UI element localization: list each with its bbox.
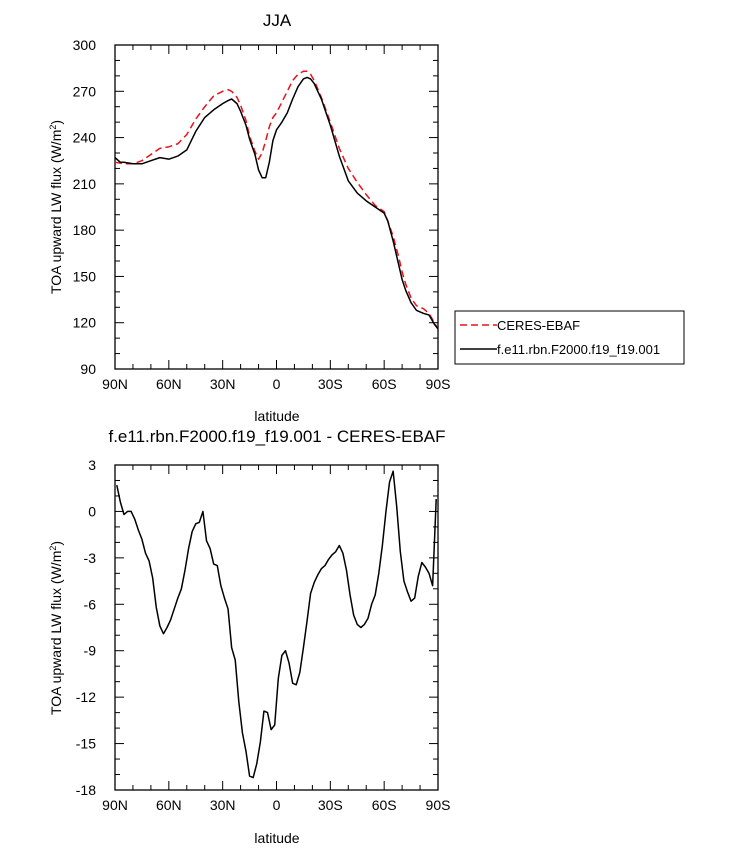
series-line-ceres-ebaf [114,70,439,330]
bottom-x-axis-title: latitude [254,830,299,846]
x-tick-label: 30N [210,376,236,392]
x-tick-label: 90S [426,797,451,813]
y-tick-label: -15 [76,736,96,752]
legend: CERES-EBAF f.e11.rbn.F2000.f19_f19.001 [454,310,685,365]
x-tick-label: 0 [273,797,281,813]
y-tick-label: -18 [76,782,96,798]
bottom-y-axis-title-sup: 2 [48,546,58,551]
bottom-y-tick-labels: -18 -15 -12 -9 -6 -3 0 3 [76,457,96,798]
bottom-plot-frame [114,464,439,791]
x-tick-label: 60N [156,797,182,813]
bottom-y-axis-title: TOA upward LW flux (W/m2) [48,541,64,715]
y-tick-label: 300 [73,37,97,53]
top-y-axis-title-main: TOA upward LW flux (W/m [48,130,64,294]
y-tick-label: 270 [73,83,97,99]
top-chart-title: JJA [263,11,292,30]
legend-box [454,310,685,365]
y-tick-label: 3 [88,457,96,473]
bottom-chart-title: f.e11.rbn.F2000.f19_f19.001 - CERES-EBAF [108,427,445,446]
legend-label-ceres: CERES-EBAF [497,318,580,333]
y-tick-label: -9 [84,643,97,659]
y-tick-label: 240 [73,130,97,146]
x-tick-label: 60S [372,797,397,813]
x-tick-label: 30S [318,376,343,392]
top-x-axis-title: latitude [254,408,299,424]
bottom-x-tick-labels: 90N 60N 30N 0 30S 60S 90S [102,797,450,813]
bottom-y-axis-title-end: ) [48,541,64,546]
x-tick-label: 90N [102,797,128,813]
y-tick-label: 210 [73,176,97,192]
top-chart-panel: JJA 90N 60N 30N 0 30S 60S 90S 90 120 150 180 210 24… [48,11,685,424]
top-y-axis-title: TOA upward LW flux (W/m2) [48,120,64,294]
top-x-tick-labels: 90N 60N 30N 0 30S 60S 90S [102,376,450,392]
x-tick-label: 30N [210,797,236,813]
y-tick-label: -12 [76,689,96,705]
y-tick-label: 0 [88,503,96,519]
y-tick-label: 90 [80,361,96,377]
bottom-chart-panel: f.e11.rbn.F2000.f19_f19.001 - CERES-EBAF… [48,427,450,846]
x-tick-label: 60N [156,376,182,392]
top-y-axis-title-end: ) [48,120,64,125]
x-tick-label: 90N [102,376,128,392]
top-plot-frame [114,44,439,370]
bottom-series-group [116,470,437,779]
series-line-difference [116,470,437,779]
top-y-tick-labels: 90 120 150 180 210 240 270 300 [73,37,97,377]
series-line-f-e11-rbn-f2000-f19-f19-001 [114,76,439,330]
x-tick-label: 30S [318,797,343,813]
legend-label-model: f.e11.rbn.F2000.f19_f19.001 [497,342,660,357]
y-tick-label: -6 [84,596,97,612]
top-axis-ticks [114,44,439,370]
x-tick-label: 0 [273,376,281,392]
y-tick-label: 150 [73,268,97,284]
x-tick-label: 90S [426,376,451,392]
y-tick-label: -3 [84,550,97,566]
top-y-axis-title-sup: 2 [48,125,58,130]
y-tick-label: 180 [73,222,97,238]
top-series-group [114,70,439,330]
bottom-y-axis-title-main: TOA upward LW flux (W/m [48,551,64,715]
bottom-axis-ticks [114,464,439,791]
y-tick-label: 120 [73,315,97,331]
x-tick-label: 60S [372,376,397,392]
